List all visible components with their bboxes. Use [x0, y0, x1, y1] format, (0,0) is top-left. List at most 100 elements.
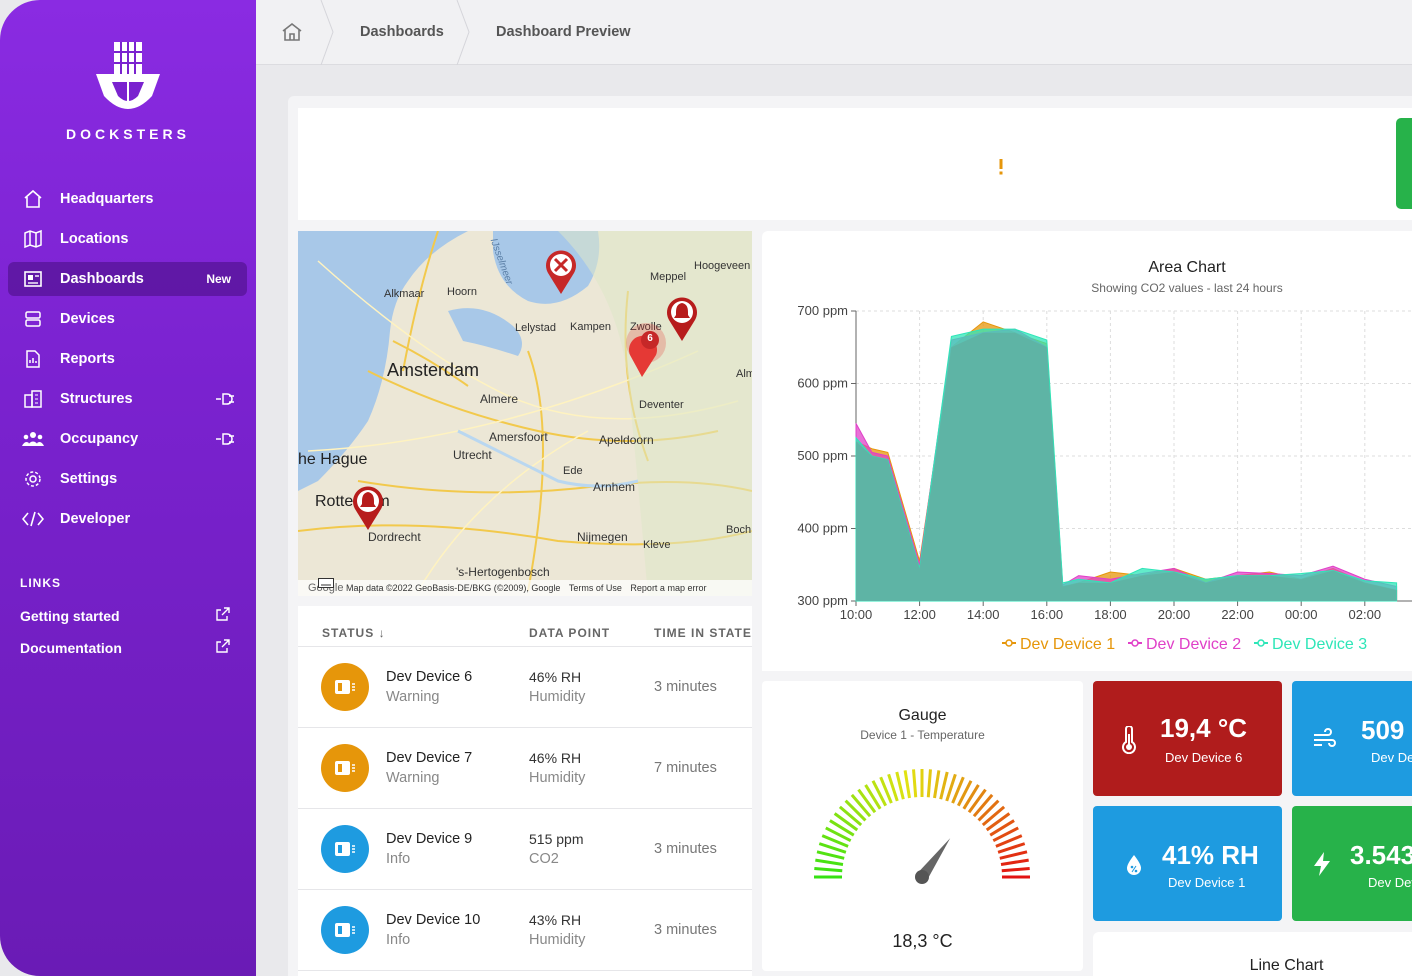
- stat-value: 0: [1046, 138, 1060, 166]
- map-marker-error[interactable]: [664, 294, 700, 342]
- gauge-tick: [818, 842, 847, 854]
- legend-marker-dot: [1257, 639, 1265, 647]
- sidebar-item-headquarters[interactable]: Headquarters: [8, 182, 247, 216]
- data-point-value: 43% RH: [529, 912, 582, 928]
- gauge-tick: [815, 858, 844, 866]
- table-row[interactable]: Dev Device 7 Warning 46% RH Humidity 7 m…: [298, 727, 752, 808]
- map-label: Amersfoort: [489, 430, 548, 444]
- stat-warning[interactable]: 0 Warning: [962, 118, 1167, 209]
- metric-tile-energy[interactable]: 3.543 Dev Dev: [1292, 806, 1412, 921]
- keyboard-icon[interactable]: [318, 575, 334, 593]
- close-icon: [549, 152, 611, 176]
- stat-value: 0: [1263, 138, 1277, 166]
- gauge-tick: [985, 812, 1011, 832]
- sidebar-item-dashboards[interactable]: Dashboards New: [8, 262, 247, 296]
- device-status-table: STATUS ↓ DATA POINT TIME IN STATE Dev De…: [298, 606, 752, 976]
- line-chart-card: Line Chart: [1093, 932, 1412, 976]
- map-canvas: [298, 231, 752, 596]
- data-point-value: 515 ppm: [529, 831, 584, 847]
- table-row[interactable]: Dev Device 6 Warning 46% RH Humidity 3 m…: [298, 646, 752, 727]
- map-marker-error[interactable]: [350, 483, 386, 531]
- links-heading: LINKS: [20, 576, 61, 590]
- brand-logo[interactable]: DOCKSTERS: [0, 36, 256, 142]
- column-header-status[interactable]: STATUS ↓: [322, 626, 386, 640]
- stat-label: Info: [1263, 170, 1288, 187]
- tile-label: Dev Dev: [1368, 875, 1412, 890]
- home-icon[interactable]: [280, 20, 304, 49]
- link-documentation[interactable]: Documentation: [20, 639, 230, 656]
- map-label: Almere: [480, 392, 519, 406]
- device-name: Dev Device 10: [386, 912, 481, 928]
- gauge-title: Gauge: [898, 707, 947, 724]
- sidebar-item-devices[interactable]: Devices: [8, 302, 247, 336]
- server-icon: [22, 308, 44, 330]
- stat-label: Warning: [1046, 170, 1100, 187]
- chart-subtitle: Showing CO2 values - last 24 hours: [1091, 281, 1283, 295]
- link-getting-started[interactable]: Getting started: [20, 607, 230, 624]
- metric-tile-co2[interactable]: 509 p Dev De: [1292, 681, 1412, 796]
- map-report-link[interactable]: Report a map error: [630, 583, 707, 593]
- map-label: Zwolle: [630, 321, 662, 333]
- stats-card: [298, 108, 1412, 220]
- x-tick-label: 20:00: [1158, 607, 1191, 622]
- stat-lost-contact[interactable]: 0 Lost Contact: [310, 118, 515, 209]
- legend-label: Dev Device 1: [1020, 636, 1115, 653]
- code-icon: [22, 508, 44, 530]
- stat-label: Error: [828, 170, 861, 187]
- sidebar-item-settings[interactable]: Settings: [8, 462, 247, 496]
- stat-ok-partial[interactable]: [1396, 118, 1412, 209]
- gauge-tick: [850, 793, 872, 818]
- devices-map[interactable]: IJsselmeer Hoogeveen Meppel Alkmaar Hoor…: [298, 231, 752, 596]
- report-icon: [22, 348, 44, 370]
- sidebar-item-developer[interactable]: Developer: [8, 502, 247, 536]
- map-cluster-marker[interactable]: [624, 321, 668, 379]
- table-row[interactable]: Dev Device 10 Info 43% RH Humidity 3 min…: [298, 889, 752, 970]
- stat-value: 5: [611, 138, 625, 166]
- data-point-value: 46% RH: [529, 669, 582, 685]
- y-tick-label: 300 ppm: [797, 593, 848, 608]
- external-link-icon: [216, 607, 230, 624]
- building-icon: [22, 388, 44, 410]
- metric-tile-temperature[interactable]: 19,4 °C Dev Device 6: [1093, 681, 1282, 796]
- tile-value: 3.543: [1350, 840, 1412, 870]
- legend-label: Dev Device 2: [1146, 636, 1241, 653]
- device-avatar: [321, 744, 369, 792]
- map-label: Hoorn: [447, 286, 477, 298]
- tile-label: Dev Device 1: [1168, 875, 1246, 890]
- gauge-tick: [977, 799, 1000, 822]
- sidebar-item-structures[interactable]: Structures: [8, 382, 247, 416]
- x-tick-label: 00:00: [1285, 607, 1318, 622]
- stat-info[interactable]: 0 Info: [1179, 118, 1384, 209]
- device-icon: [335, 680, 355, 694]
- gauge-tick: [814, 867, 843, 873]
- map-marker-critical[interactable]: [543, 247, 579, 295]
- stat-error[interactable]: 5 Error: [744, 118, 949, 209]
- map-label: Amsterdam: [387, 360, 480, 380]
- tile-label: Dev Device 6: [1165, 750, 1243, 765]
- data-point-value: 46% RH: [529, 750, 582, 766]
- gauge-tick: [887, 773, 899, 802]
- area-chart[interactable]: 700 ppm 600 ppm 500 ppm 400 ppm 300 ppm10:00…: [762, 231, 1412, 671]
- sidebar-item-locations[interactable]: Locations: [8, 222, 247, 256]
- y-tick-label: 600 ppm: [797, 376, 848, 391]
- legend-marker-dot: [1131, 639, 1139, 647]
- stat-critical[interactable]: 5 Critical: [527, 118, 732, 209]
- breadcrumb-dashboards[interactable]: Dashboards: [360, 24, 444, 40]
- gauge-tick: [1001, 867, 1030, 873]
- map-label: Alkmaar: [384, 288, 425, 300]
- map-attribution: Map data ©2022 GeoBasis-DE/BKG (©2009), …: [346, 583, 561, 593]
- gauge-tick: [989, 819, 1015, 837]
- data-point-metric: Humidity: [529, 689, 586, 705]
- table-row[interactable]: Dev Device 9 Info 515 ppm CO2 3 minutes: [298, 808, 752, 889]
- sidebar-item-label: Dashboards: [60, 271, 144, 287]
- metric-tile-humidity[interactable]: 41% RH Dev Device 1: [1093, 806, 1282, 921]
- gauge-tick: [895, 771, 905, 800]
- map-terms-link[interactable]: Terms of Use: [568, 583, 622, 593]
- column-header-data-point[interactable]: DATA POINT: [529, 626, 611, 640]
- plug-icon: [215, 432, 235, 446]
- sidebar-item-occupancy[interactable]: Occupancy: [8, 422, 247, 456]
- sidebar-item-reports[interactable]: Reports: [8, 342, 247, 376]
- column-header-time-in-state[interactable]: TIME IN STATE: [654, 626, 752, 640]
- device-avatar: [321, 663, 369, 711]
- map-label: Kampen: [570, 321, 611, 333]
